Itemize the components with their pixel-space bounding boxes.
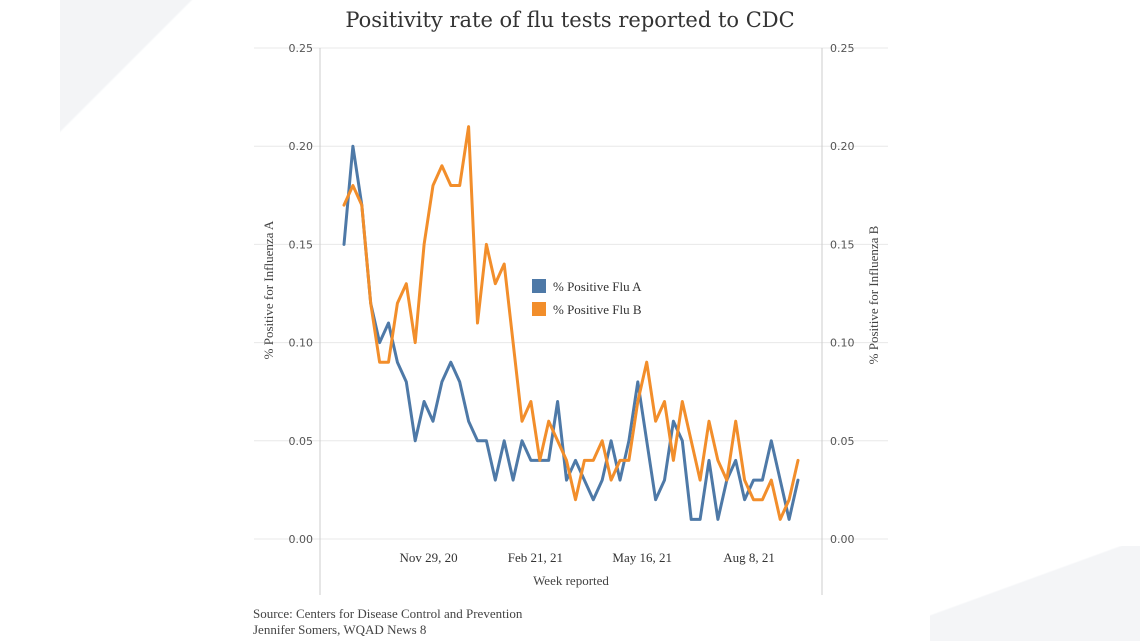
- y-tick-label-left: 0.20: [289, 140, 314, 153]
- y-tick-label-left: 0.25: [289, 42, 314, 55]
- y-tick-label-left: 0.15: [289, 238, 314, 251]
- legend-label-flu-a: % Positive Flu A: [553, 279, 642, 294]
- series-line-flu-a: [342, 144, 800, 521]
- right-y-axis-label: % Positive for Influenza B: [866, 225, 881, 364]
- x-tick-label: Feb 21, 21: [508, 550, 563, 565]
- chart-title: Positivity rate of flu tests reported to…: [345, 8, 795, 32]
- series-lines: [342, 125, 800, 521]
- y-tick-label-right: 0.25: [830, 42, 855, 55]
- y-tick-label-left: 0.00: [289, 533, 314, 546]
- author-credit-line: Jennifer Somers, WQAD News 8: [253, 622, 427, 637]
- x-axis-label: Week reported: [533, 573, 609, 588]
- legend-swatch-flu-b: [532, 302, 546, 316]
- right-y-axis-ticks: 0.00 0.05 0.10 0.15 0.20 0.25: [830, 42, 855, 546]
- decorative-background-shape: [930, 546, 1140, 641]
- x-tick-label: Nov 29, 20: [399, 550, 457, 565]
- left-y-axis-label: % Positive for Influenza A: [261, 220, 276, 359]
- legend-label-flu-b: % Positive Flu B: [553, 302, 642, 317]
- y-tick-label-left: 0.05: [289, 435, 314, 448]
- axes: [319, 48, 823, 595]
- gridlines: [254, 47, 888, 540]
- y-tick-label-right: 0.10: [830, 337, 855, 350]
- x-tick-label: Aug 8, 21: [723, 550, 775, 565]
- y-tick-label-right: 0.00: [830, 533, 855, 546]
- source-credit: Source: Centers for Disease Control and …: [253, 606, 522, 638]
- x-tick-label: May 16, 21: [612, 550, 672, 565]
- y-tick-label-right: 0.20: [830, 140, 855, 153]
- y-tick-label-right: 0.15: [830, 238, 855, 251]
- legend-swatch-flu-a: [532, 279, 546, 293]
- y-tick-label-left: 0.10: [289, 337, 314, 350]
- decorative-background-shape: [60, 0, 210, 140]
- y-tick-label-right: 0.05: [830, 435, 855, 448]
- series-line-flu-b: [342, 125, 800, 521]
- legend: % Positive Flu A % Positive Flu B: [532, 279, 642, 317]
- x-axis-ticks: Nov 29, 20 Feb 21, 21 May 16, 21 Aug 8, 21: [399, 550, 774, 565]
- source-line: Source: Centers for Disease Control and …: [253, 606, 523, 621]
- left-y-axis-ticks: 0.00 0.05 0.10 0.15 0.20 0.25: [289, 42, 314, 546]
